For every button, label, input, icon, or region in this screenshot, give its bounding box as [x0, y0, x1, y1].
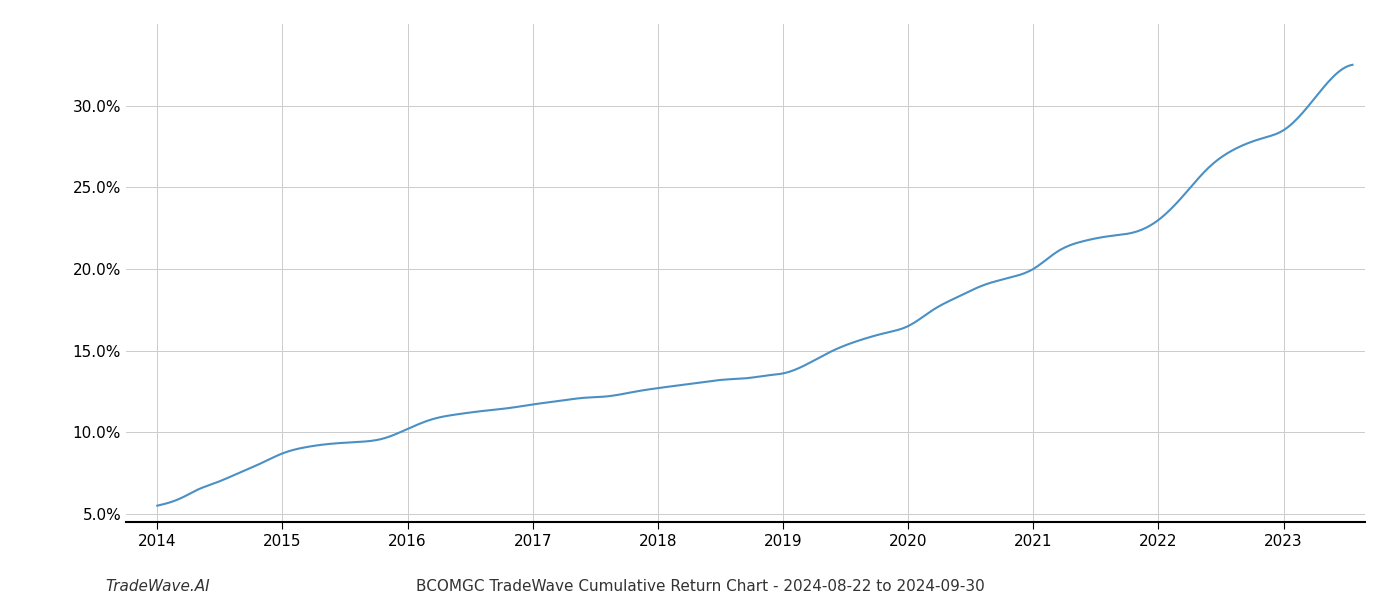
Text: TradeWave.AI: TradeWave.AI — [105, 579, 210, 594]
Text: BCOMGC TradeWave Cumulative Return Chart - 2024-08-22 to 2024-09-30: BCOMGC TradeWave Cumulative Return Chart… — [416, 579, 984, 594]
